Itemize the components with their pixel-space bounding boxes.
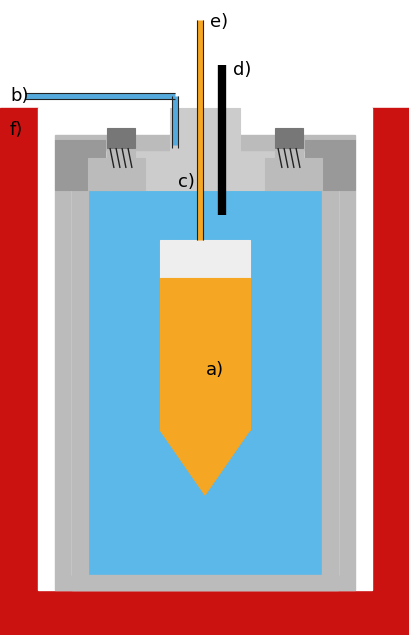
Bar xyxy=(107,128,135,148)
Bar xyxy=(321,152,337,575)
Bar xyxy=(274,128,302,148)
Bar xyxy=(38,108,371,590)
Text: b): b) xyxy=(10,87,29,105)
Bar xyxy=(78,178,331,578)
Bar xyxy=(72,152,337,575)
Bar xyxy=(274,148,302,168)
Bar xyxy=(304,140,354,190)
Bar xyxy=(160,278,249,430)
Bar xyxy=(72,575,337,590)
Bar xyxy=(55,140,105,190)
Text: a): a) xyxy=(205,361,223,379)
Text: f): f) xyxy=(10,121,23,139)
Bar xyxy=(72,152,337,190)
Bar xyxy=(0,590,409,635)
Bar xyxy=(55,135,354,590)
Bar xyxy=(371,108,409,635)
Text: c): c) xyxy=(178,173,194,191)
Bar xyxy=(264,158,321,190)
Bar xyxy=(170,108,239,178)
Polygon shape xyxy=(160,430,249,495)
Text: e): e) xyxy=(209,13,227,31)
Bar xyxy=(0,108,38,635)
Bar xyxy=(107,148,135,168)
Bar xyxy=(88,158,145,190)
Bar xyxy=(72,152,88,575)
Text: d): d) xyxy=(232,61,251,79)
Bar xyxy=(160,240,249,278)
